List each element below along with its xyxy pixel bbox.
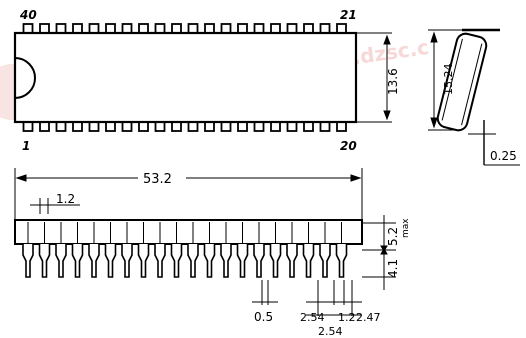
dim-max-height: 5.2 [386,227,400,246]
package-body [13,31,358,124]
pin-label-1: 1 [22,139,30,153]
dim-pitch-left: 2.54 [300,311,325,324]
front-lead [302,244,315,278]
end-view [428,28,520,166]
front-lead [104,244,117,278]
front-lead [137,244,150,278]
dim-lead-width: 0.5 [254,310,273,324]
front-lead [88,244,100,278]
dim-lead-thickness: 0.25 [490,149,517,163]
dim-lead-length: 4.1 [386,259,400,278]
pin-label-40: 40 [19,8,37,22]
front-view [14,168,396,316]
front-body [14,219,363,245]
front-lead [154,244,166,278]
front-lead [71,244,84,278]
end-view-body [436,32,488,132]
dim-inner-pitch: 2.47 [356,311,381,324]
front-lead [286,244,298,278]
front-lead [269,244,282,278]
dim-lead-span: 15.24 [442,64,455,96]
pin-label-21: 21 [340,8,357,22]
top-view [13,23,392,132]
front-lead [38,244,51,278]
front-lead [335,244,348,278]
dim-max-label: max [401,218,411,238]
front-lead [170,244,183,278]
dim-wide-lead: 1.2 [338,311,356,324]
front-lead [121,244,133,278]
pin-label-20: 20 [340,139,357,153]
front-lead [55,244,67,278]
dim-end-offset: 1.2 [56,192,75,206]
front-lead [203,244,216,278]
front-lead [22,244,34,278]
dim-body-width: 13.6 [386,68,400,95]
front-lead [253,244,265,278]
front-lead-row [22,222,348,278]
front-lead [236,244,249,278]
front-lead [319,244,331,278]
front-lead [187,244,199,278]
front-lead [220,244,232,278]
dim-overall-length: 53.2 [143,172,172,187]
pin1-notch [14,57,36,99]
dim-pitch-right: 2.54 [318,325,343,338]
